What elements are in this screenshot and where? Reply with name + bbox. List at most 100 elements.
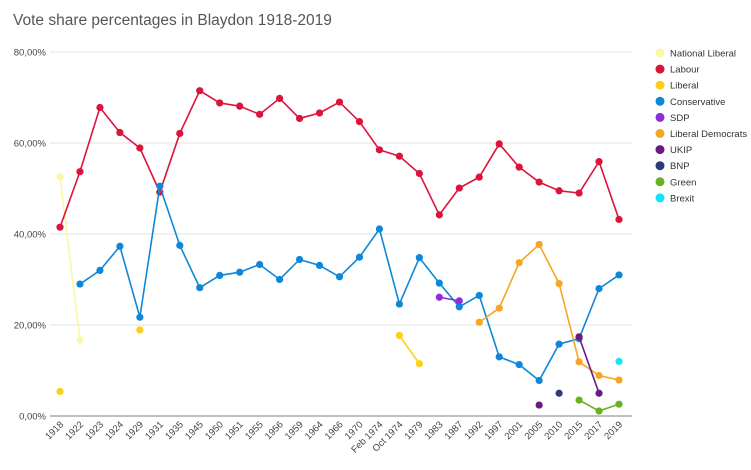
data-point [615, 271, 623, 279]
x-tick-label: 1945 [183, 419, 206, 442]
data-point [256, 260, 264, 269]
data-point [56, 223, 64, 231]
data-point [535, 178, 543, 186]
x-tick-label: 2010 [543, 419, 566, 442]
x-tick-label: 2005 [523, 419, 546, 442]
x-tick-label: 1959 [283, 419, 306, 442]
data-point [216, 271, 224, 280]
x-tick-label: 2017 [582, 419, 605, 442]
data-point [595, 407, 603, 415]
data-point [555, 279, 563, 288]
x-tick-label: 1918 [43, 419, 66, 442]
data-point [375, 225, 384, 233]
x-tick-label: 2001 [503, 419, 526, 442]
data-point [355, 253, 364, 261]
legend-swatch [655, 96, 665, 106]
data-point [495, 140, 503, 148]
data-point [116, 242, 124, 250]
x-tick-label: 1923 [83, 419, 106, 442]
y-tick-label: 60,00% [14, 139, 47, 150]
x-tick-label: 1992 [463, 419, 486, 442]
x-tick-label: 1950 [203, 419, 226, 442]
legend-swatch [655, 129, 665, 138]
data-point [475, 291, 483, 300]
x-tick-label: 1966 [323, 419, 346, 442]
x-tick-label: 1987 [443, 419, 466, 442]
series-line-conservative [79, 185, 620, 382]
data-point [615, 215, 623, 224]
data-point [196, 284, 204, 292]
data-point [475, 318, 483, 326]
data-point [136, 144, 144, 152]
data-point [56, 173, 64, 181]
legend-label: Labour [670, 65, 700, 76]
data-point [236, 268, 244, 276]
data-point [615, 376, 623, 384]
x-tick-label: 2015 [562, 419, 585, 442]
data-point [335, 273, 344, 281]
x-tick-label: 1931 [143, 419, 166, 442]
y-tick-label: 80,00% [14, 48, 47, 59]
data-point [136, 313, 144, 321]
data-point [575, 189, 583, 197]
data-point [355, 118, 364, 126]
x-tick-label: 2019 [602, 419, 625, 442]
data-point [535, 240, 543, 249]
data-point [475, 173, 483, 181]
data-point [575, 358, 583, 366]
x-tick-label: 1951 [223, 419, 246, 442]
data-point [96, 103, 104, 112]
y-tick-label: 20,00% [14, 321, 47, 332]
data-point [415, 360, 423, 368]
data-point [315, 109, 324, 117]
data-point [76, 168, 84, 176]
series-line-liberal-democrats [478, 243, 620, 381]
data-point [216, 99, 224, 107]
data-point [96, 266, 104, 274]
legend-label: Liberal [670, 81, 699, 92]
data-point [595, 285, 603, 293]
data-point [415, 169, 423, 178]
data-point [495, 353, 503, 361]
data-point [395, 331, 403, 340]
legend-swatch [655, 48, 665, 58]
data-point [555, 389, 563, 397]
series-line-liberal [398, 335, 421, 365]
data-point [196, 87, 204, 95]
legend-label: National Liberal [670, 49, 736, 60]
data-point [295, 114, 304, 123]
series-line-ukip [578, 336, 600, 394]
data-point [515, 259, 523, 267]
legend-label: Conservative [670, 97, 725, 108]
data-point [555, 187, 563, 195]
data-point [276, 94, 284, 103]
y-tick-label: 0,00% [19, 412, 46, 423]
data-point [435, 293, 443, 301]
data-point [435, 211, 443, 219]
data-point [535, 401, 543, 409]
legend-swatch [655, 112, 665, 122]
legend-swatch [655, 161, 665, 171]
data-point [76, 336, 84, 344]
y-tick-label: 40,00% [14, 230, 47, 241]
data-point [236, 102, 244, 110]
x-tick-label: 1955 [243, 419, 266, 442]
legend-swatch [655, 64, 665, 74]
data-point [176, 129, 184, 138]
data-point [375, 146, 384, 154]
data-point [116, 128, 124, 137]
data-point [315, 261, 324, 269]
legend-swatch [655, 80, 665, 90]
chart-title: Vote share percentages in Blaydon 1918-2… [13, 12, 332, 29]
data-point [435, 279, 443, 287]
legend-swatch [655, 193, 665, 203]
data-point [455, 184, 463, 192]
data-point [415, 254, 423, 262]
data-point [276, 275, 284, 284]
legend-label: Green [670, 177, 696, 188]
data-point [295, 255, 304, 264]
data-point [156, 182, 164, 190]
data-point [595, 389, 603, 397]
data-point [515, 360, 523, 369]
